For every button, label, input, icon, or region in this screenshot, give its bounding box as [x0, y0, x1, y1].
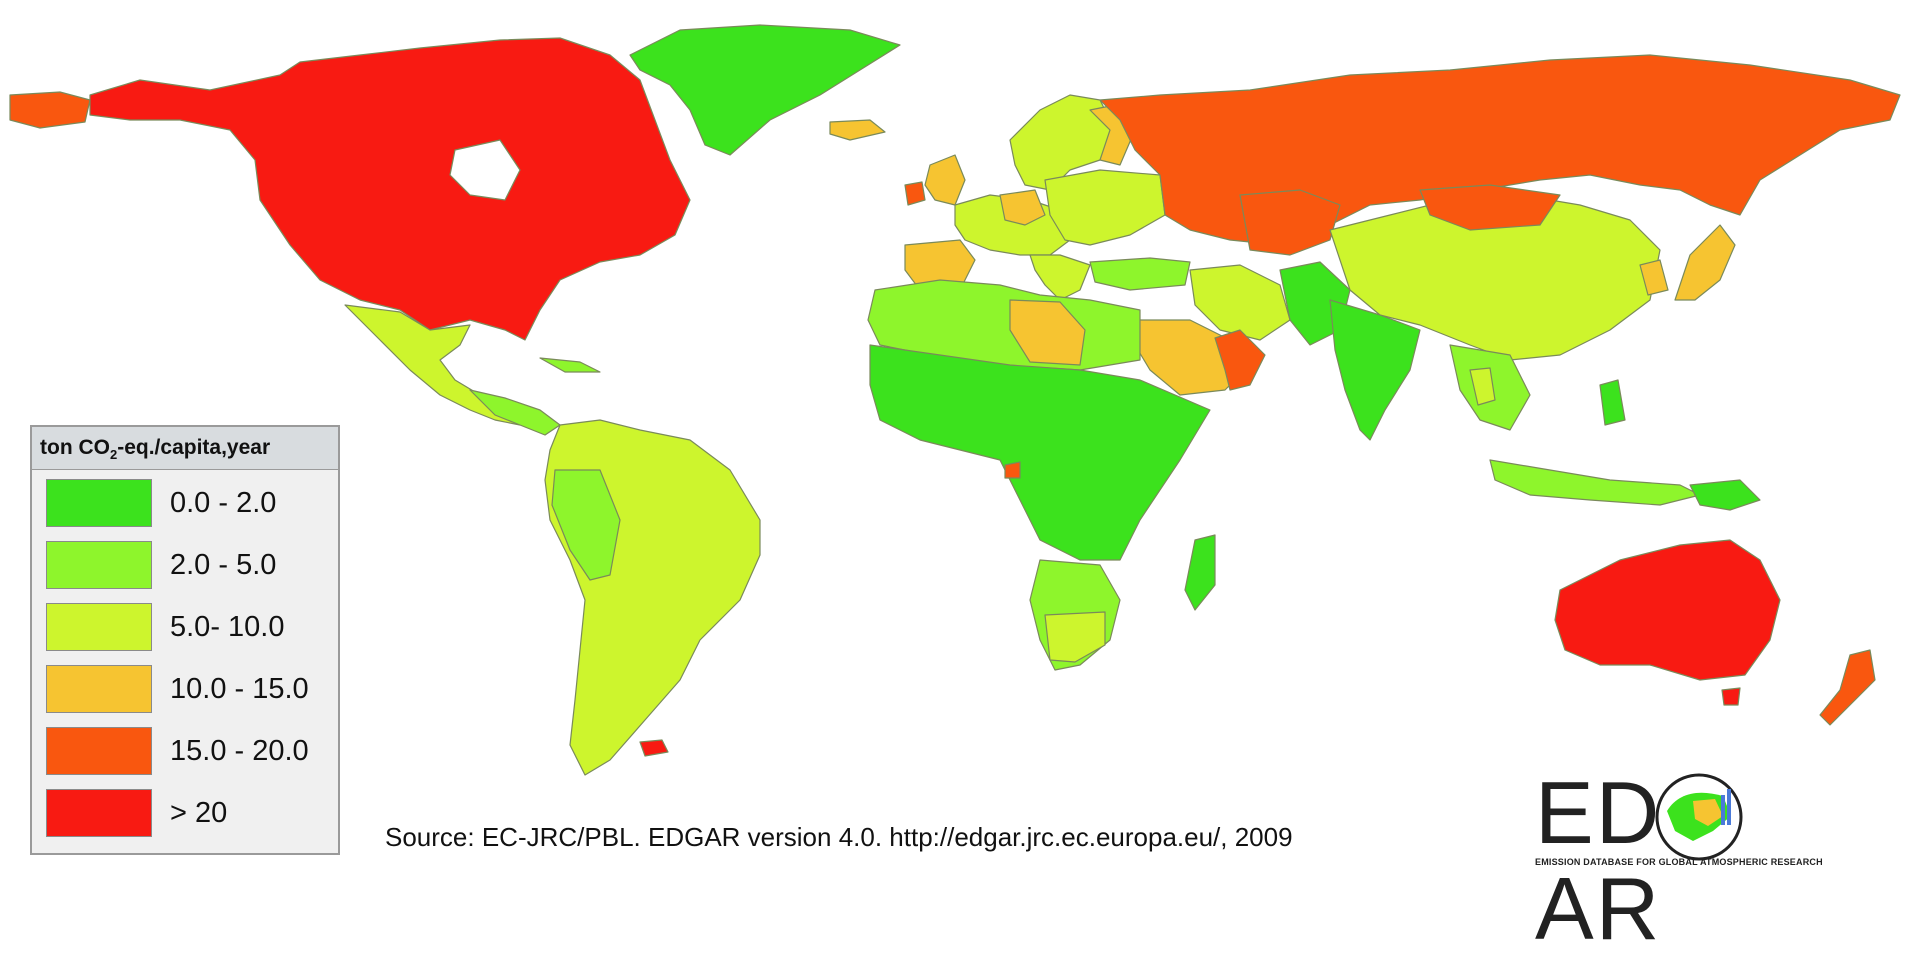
region-kazakhstan	[1239, 189, 1341, 256]
legend-title: ton CO2-eq./capita,year	[32, 427, 338, 470]
legend-label: 5.0- 10.0	[170, 611, 285, 643]
region-eastern-europe	[1044, 169, 1166, 246]
legend: ton CO2-eq./capita,year 0.0 - 2.0 2.0 - …	[30, 425, 340, 855]
region-oman-uae	[1214, 329, 1266, 391]
region-italy-balkans	[1029, 254, 1091, 301]
legend-swatch	[46, 665, 152, 713]
edgar-logo: EDAR EMISSION DATABASE FOR GLOBAL ATMOSP…	[1535, 763, 1875, 957]
world-map	[9, 24, 1901, 776]
region-central-america	[469, 389, 561, 436]
legend-item: 10.0 - 15.0	[40, 665, 336, 717]
region-iran	[1189, 264, 1291, 341]
legend-label: > 20	[170, 797, 228, 829]
region-australia	[1554, 539, 1781, 681]
region-new-zealand	[1819, 649, 1876, 726]
region-germany	[999, 189, 1046, 226]
region-greenland	[629, 24, 901, 156]
region-madagascar	[1184, 534, 1216, 611]
region-libya	[1009, 299, 1086, 366]
region-mongolia	[1419, 184, 1561, 231]
region-north-america	[89, 37, 691, 341]
region-south-africa	[1044, 611, 1106, 663]
globe-icon	[1655, 773, 1743, 861]
region-gabon	[1004, 461, 1021, 479]
legend-swatch	[46, 789, 152, 837]
region-bolivia-peru	[551, 469, 621, 581]
region-tasmania	[1721, 687, 1741, 706]
region-new-guinea	[1689, 479, 1761, 511]
region-india	[1329, 299, 1421, 441]
region-philippines	[1599, 379, 1626, 426]
region-central-africa	[869, 344, 1211, 561]
region-iceland	[829, 119, 886, 141]
legend-label: 10.0 - 15.0	[170, 673, 309, 705]
legend-swatch	[46, 727, 152, 775]
region-indonesia	[1489, 459, 1701, 506]
region-korea	[1639, 259, 1669, 296]
region-uk	[924, 154, 966, 206]
legend-swatch	[46, 541, 152, 589]
legend-swatch	[46, 603, 152, 651]
logo-tagline: EMISSION DATABASE FOR GLOBAL ATMOSPHERIC…	[1535, 857, 1823, 867]
legend-label: 2.0 - 5.0	[170, 549, 277, 581]
legend-label: 0.0 - 2.0	[170, 487, 277, 519]
legend-item: 0.0 - 2.0	[40, 479, 336, 531]
region-argentina-tip	[639, 739, 669, 757]
region-thailand	[1469, 367, 1496, 406]
logo-word-left: ED	[1535, 763, 1662, 862]
legend-item: > 20	[40, 789, 336, 841]
legend-item: 5.0- 10.0	[40, 603, 336, 655]
region-alaska	[9, 91, 91, 129]
region-turkey	[1089, 257, 1191, 291]
legend-label: 15.0 - 20.0	[170, 735, 309, 767]
legend-swatch	[46, 479, 152, 527]
legend-item: 15.0 - 20.0	[40, 727, 336, 779]
logo-word-right: AR	[1535, 859, 1662, 958]
source-caption: Source: EC-JRC/PBL. EDGAR version 4.0. h…	[385, 822, 1293, 852]
region-ireland	[904, 181, 926, 206]
region-japan	[1674, 224, 1736, 301]
legend-item: 2.0 - 5.0	[40, 541, 336, 593]
